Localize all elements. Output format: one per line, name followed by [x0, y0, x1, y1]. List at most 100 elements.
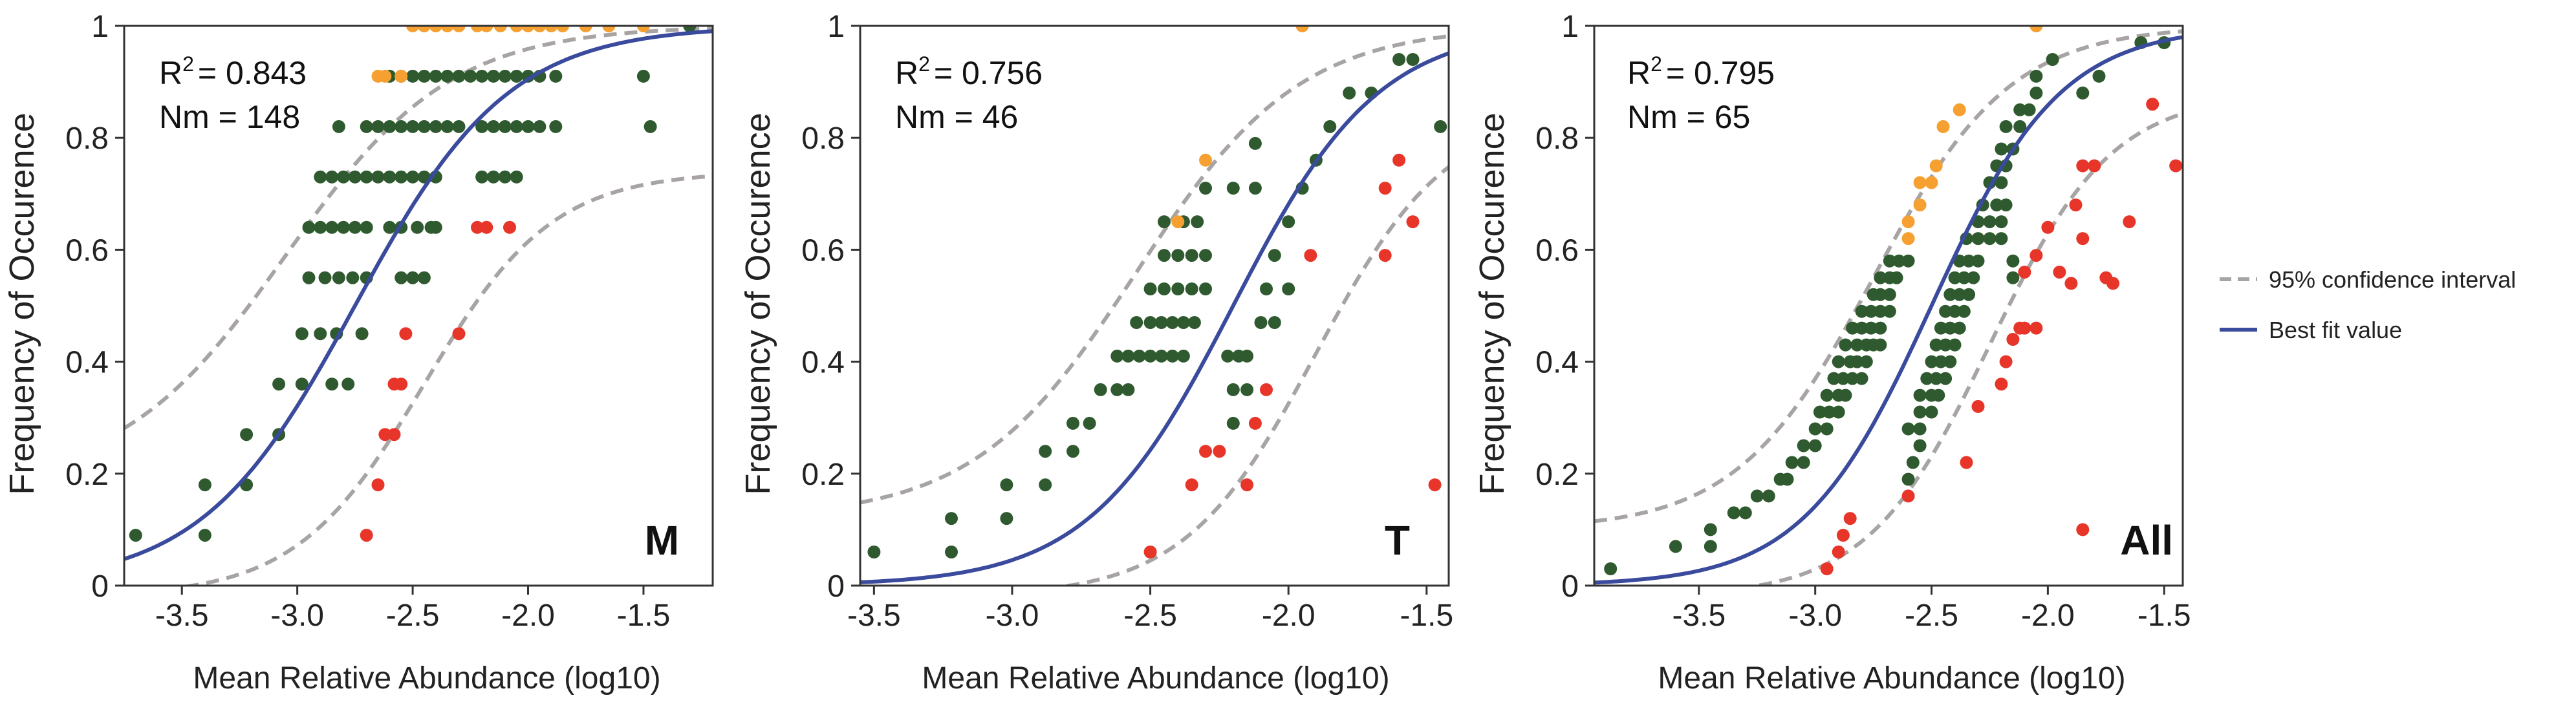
- point-low: [1999, 355, 2013, 368]
- x-tick-label: -2.5: [1123, 599, 1177, 633]
- point-core: [2046, 53, 2059, 66]
- point-core: [1406, 53, 1420, 66]
- point-core: [1855, 321, 1868, 335]
- point-low: [2123, 215, 2136, 229]
- point-core: [1165, 316, 1179, 329]
- point-core: [1874, 288, 1887, 301]
- point-core: [395, 120, 408, 133]
- point-core: [295, 377, 308, 391]
- point-core: [1000, 478, 1013, 492]
- point-core: [945, 512, 958, 525]
- point-core: [1839, 338, 1852, 352]
- point-core: [1066, 416, 1079, 430]
- point-core: [1943, 288, 1957, 301]
- point-core: [1110, 349, 1124, 363]
- point-core: [1990, 198, 2004, 212]
- nm-annotation: Nm = 65: [1627, 99, 1750, 135]
- y-tick-label: 0.2: [65, 458, 109, 492]
- point-core: [1906, 456, 1920, 469]
- point-core: [411, 220, 424, 234]
- point-core: [1827, 372, 1841, 385]
- point-high: [406, 26, 420, 32]
- panel-label: All: [2120, 517, 2173, 564]
- point-core: [348, 220, 362, 234]
- point-core: [1948, 338, 1962, 352]
- point-core: [337, 220, 350, 234]
- point-low: [480, 220, 493, 234]
- point-low: [1832, 546, 1845, 558]
- point-core: [417, 69, 431, 83]
- y-axis-title: Frequency of Occurence: [1473, 112, 1511, 494]
- y-tick-label: 0.6: [65, 233, 109, 268]
- point-core: [395, 170, 408, 184]
- point-core: [498, 120, 512, 133]
- point-core: [1913, 405, 1927, 419]
- point-low: [387, 428, 401, 441]
- axis-ticks: -3.5 -3.0 -2.5 -2.0 -1.5 0 0.2 0.4 0.6 0.8 1: [801, 10, 1453, 633]
- point-core: [429, 69, 442, 83]
- point-low: [1392, 153, 1406, 167]
- point-low: [2064, 277, 2078, 290]
- point-core: [1130, 316, 1143, 329]
- point-core: [1948, 271, 1962, 284]
- point-core: [1392, 53, 1406, 66]
- point-low: [2029, 321, 2043, 335]
- point-high: [602, 26, 616, 32]
- y-tick-label: 0.6: [1535, 233, 1579, 268]
- point-core: [867, 546, 881, 558]
- point-core: [533, 120, 547, 133]
- point-core: [1132, 349, 1146, 363]
- point-core: [1957, 271, 1971, 284]
- ci-upper-curve: [124, 27, 713, 430]
- curves: [860, 34, 1449, 586]
- point-core: [1943, 321, 1957, 335]
- y-tick-label: 1: [827, 10, 845, 44]
- point-low: [2018, 266, 2031, 279]
- point-core: [2013, 120, 2027, 133]
- point-core: [1929, 372, 1943, 385]
- point-core: [1823, 405, 1836, 419]
- point-core: [1171, 282, 1185, 295]
- point-low: [2018, 321, 2031, 335]
- curves: [1594, 29, 2183, 586]
- point-core: [440, 120, 454, 133]
- point-core: [487, 170, 500, 184]
- point-core: [1865, 304, 1878, 318]
- point-core: [1083, 416, 1096, 430]
- point-core: [1962, 288, 1976, 301]
- point-core: [346, 271, 360, 284]
- point-core: [383, 220, 396, 234]
- point-high: [510, 26, 523, 32]
- ci-lower-curve: [1746, 111, 2183, 586]
- point-core: [475, 69, 489, 83]
- point-low: [1995, 377, 2008, 391]
- legend-fit-label: Best fit value: [2269, 317, 2402, 343]
- point-core: [2029, 69, 2043, 83]
- x-tick-label: -1.5: [2138, 599, 2191, 633]
- point-core: [1850, 338, 1864, 352]
- y-tick-label: 0.8: [801, 122, 845, 156]
- point-core: [1000, 512, 1013, 525]
- point-core: [1248, 136, 1262, 150]
- best-fit-curve: [860, 51, 1449, 584]
- point-core: [1176, 349, 1190, 363]
- point-core: [1268, 316, 1281, 329]
- point-core: [1226, 182, 1240, 195]
- plot-area: [1593, 25, 2184, 587]
- panel-M: -3.5 -3.0 -2.5 -2.0 -1.5 0 0.2 0.4 0.6 0.8 1 Frequ…: [3, 10, 714, 695]
- point-low: [1248, 416, 1262, 430]
- axis-ticks: -3.5 -3.0 -2.5 -2.0 -1.5 0 0.2 0.4 0.6 0.8 1: [65, 10, 670, 633]
- point-core: [1939, 338, 1953, 352]
- point-core: [337, 170, 350, 184]
- point-core: [1121, 383, 1135, 396]
- point-core: [1254, 316, 1268, 329]
- point-core: [1983, 232, 1997, 246]
- y-tick-label: 0: [1561, 569, 1579, 604]
- point-high: [579, 26, 592, 32]
- point-core: [1901, 422, 1915, 436]
- point-core: [549, 120, 563, 133]
- point-core: [1434, 120, 1447, 133]
- point-core: [1953, 254, 1966, 268]
- point-core: [1738, 506, 1752, 520]
- point-core: [1820, 422, 1834, 436]
